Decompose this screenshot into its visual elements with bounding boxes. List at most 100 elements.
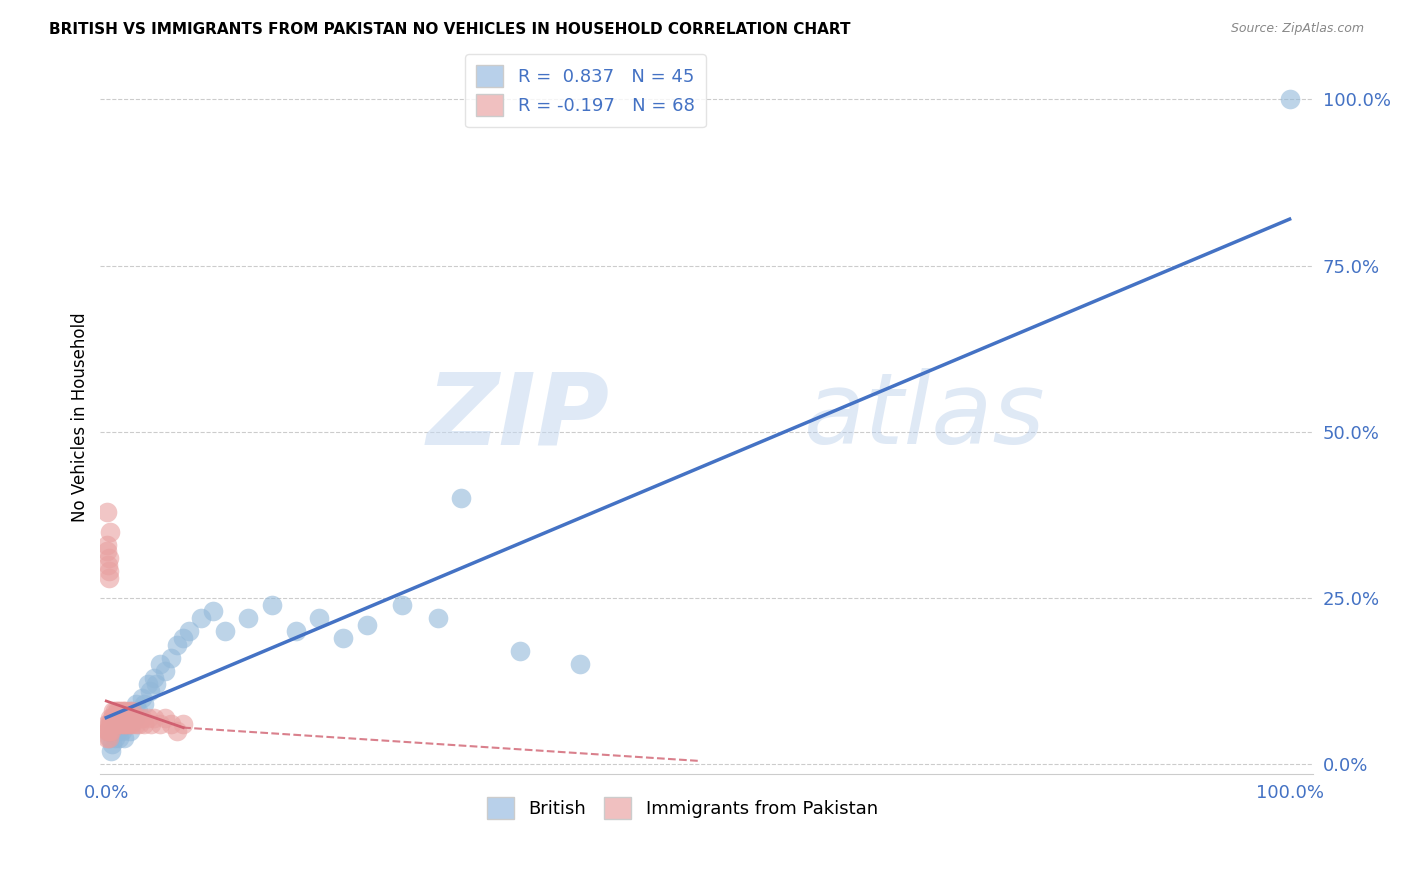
Y-axis label: No Vehicles in Household: No Vehicles in Household: [72, 312, 89, 522]
Point: [104, 717, 127, 731]
Point: [96, 505, 118, 519]
Point: [131, 711, 153, 725]
Point: [148, 657, 170, 672]
Point: [100, 711, 122, 725]
Point: [108, 731, 131, 745]
Point: [96, 538, 118, 552]
Point: [114, 717, 136, 731]
Point: [97, 731, 120, 745]
Point: [145, 677, 167, 691]
Point: [121, 717, 143, 731]
Point: [391, 598, 413, 612]
Point: [127, 704, 149, 718]
Point: [136, 711, 159, 725]
Point: [103, 717, 125, 731]
Point: [97, 717, 120, 731]
Point: [111, 717, 134, 731]
Point: [104, 717, 127, 731]
Point: [101, 737, 124, 751]
Text: Source: ZipAtlas.com: Source: ZipAtlas.com: [1230, 22, 1364, 36]
Point: [107, 717, 129, 731]
Point: [96, 723, 118, 738]
Point: [97, 571, 120, 585]
Point: [103, 704, 125, 718]
Point: [103, 723, 125, 738]
Point: [1278, 93, 1301, 107]
Point: [160, 717, 183, 731]
Point: [111, 711, 134, 725]
Point: [103, 704, 125, 718]
Point: [166, 723, 188, 738]
Point: [118, 711, 141, 725]
Point: [111, 723, 134, 738]
Point: [100, 717, 122, 731]
Point: [101, 717, 124, 731]
Point: [568, 657, 591, 672]
Point: [103, 731, 125, 745]
Point: [96, 731, 118, 745]
Text: atlas: atlas: [804, 368, 1046, 466]
Text: BRITISH VS IMMIGRANTS FROM PAKISTAN NO VEHICLES IN HOUSEHOLD CORRELATION CHART: BRITISH VS IMMIGRANTS FROM PAKISTAN NO V…: [49, 22, 851, 37]
Point: [117, 717, 139, 731]
Point: [284, 624, 307, 639]
Point: [107, 704, 129, 718]
Point: [112, 731, 135, 745]
Point: [160, 650, 183, 665]
Point: [190, 611, 212, 625]
Point: [142, 671, 165, 685]
Point: [136, 677, 159, 691]
Point: [115, 711, 138, 725]
Point: [104, 711, 127, 725]
Point: [172, 717, 194, 731]
Point: [98, 723, 121, 738]
Point: [111, 704, 134, 718]
Point: [118, 717, 141, 731]
Point: [101, 711, 124, 725]
Point: [148, 717, 170, 731]
Point: [128, 717, 150, 731]
Point: [509, 644, 531, 658]
Point: [107, 723, 129, 738]
Point: [125, 698, 148, 712]
Point: [118, 723, 141, 738]
Point: [100, 723, 122, 738]
Point: [118, 711, 141, 725]
Point: [105, 711, 128, 725]
Point: [96, 544, 118, 558]
Point: [238, 611, 260, 625]
Point: [142, 711, 165, 725]
Legend: British, Immigrants from Pakistan: British, Immigrants from Pakistan: [479, 789, 886, 826]
Point: [114, 711, 136, 725]
Point: [356, 617, 378, 632]
Point: [117, 717, 139, 731]
Point: [121, 704, 143, 718]
Point: [112, 704, 135, 718]
Point: [98, 723, 121, 738]
Point: [96, 717, 118, 731]
Point: [98, 524, 121, 539]
Point: [108, 717, 131, 731]
Point: [108, 711, 131, 725]
Point: [97, 558, 120, 572]
Point: [450, 491, 472, 506]
Text: ZIP: ZIP: [427, 368, 610, 466]
Point: [134, 717, 156, 731]
Point: [112, 711, 135, 725]
Point: [98, 551, 121, 566]
Point: [110, 704, 132, 718]
Point: [260, 598, 283, 612]
Point: [103, 711, 125, 725]
Point: [332, 631, 354, 645]
Point: [127, 711, 149, 725]
Point: [155, 664, 177, 678]
Point: [308, 611, 330, 625]
Point: [214, 624, 236, 639]
Point: [172, 631, 194, 645]
Point: [110, 711, 132, 725]
Point: [117, 711, 139, 725]
Point: [131, 690, 153, 705]
Point: [115, 717, 138, 731]
Point: [166, 638, 188, 652]
Point: [121, 704, 143, 718]
Point: [110, 717, 132, 731]
